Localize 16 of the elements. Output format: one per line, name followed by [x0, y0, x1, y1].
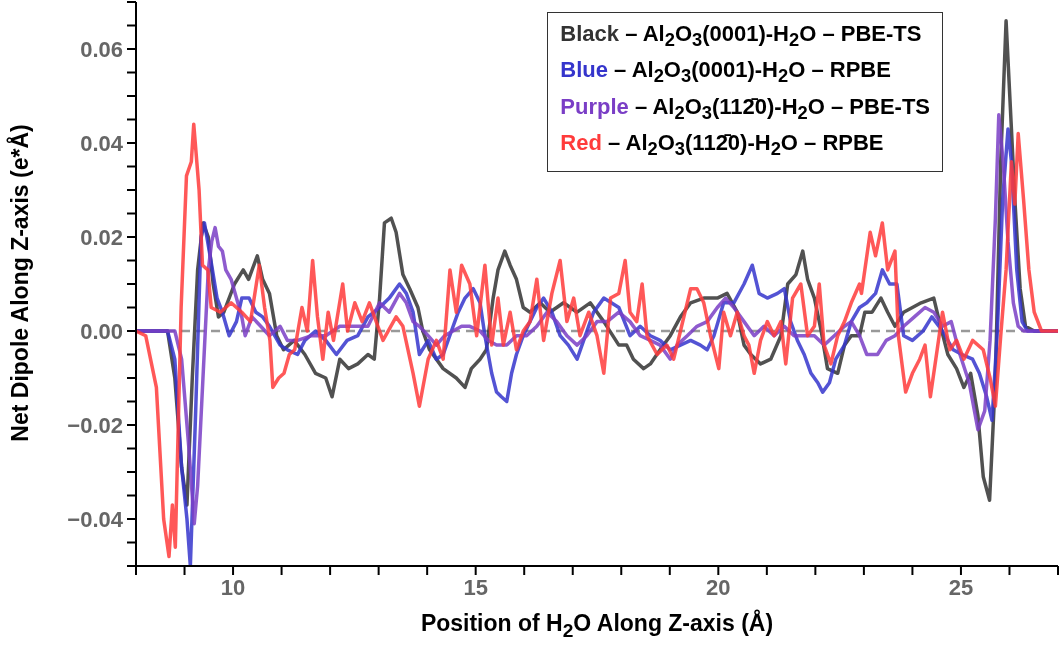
x-tick-label: 15 [463, 574, 488, 600]
y-axis-title: Net Dipole Along Z-axis (e*Å) [7, 123, 34, 444]
text: Purple – Al$_{2}$O$_{3}$(112̄0)-H$_{2}$O – PBE-TS [560, 93, 930, 124]
y-tick-label: 0.06 [80, 36, 123, 62]
x-tick-label: 20 [706, 574, 731, 600]
text: Blue – Al$_{2}$O$_{3}$(0001)-H$_{2}$O – RPBE [560, 57, 891, 87]
x-tick-label: 10 [220, 574, 246, 600]
text: Black – Al$_{2}$O$_{3}$(0001)-H$_{2}$O – PBE-TS [560, 21, 922, 51]
y-tick-label: −0.02 [67, 412, 123, 438]
y-tick-label: 0.00 [80, 318, 123, 344]
text: Red – Al$_{2}$O$_{3}$(112̄0)-H$_{2}$O – RPBE [560, 130, 884, 160]
y-tick-label: 0.04 [80, 130, 124, 156]
y-tick-label: −0.04 [67, 506, 124, 532]
y-tick-label: 0.02 [80, 224, 123, 250]
x-axis-title: Position of H$_{2}$O Along Z-axis (Å) [419, 610, 775, 642]
x-tick-label: 25 [948, 574, 974, 600]
